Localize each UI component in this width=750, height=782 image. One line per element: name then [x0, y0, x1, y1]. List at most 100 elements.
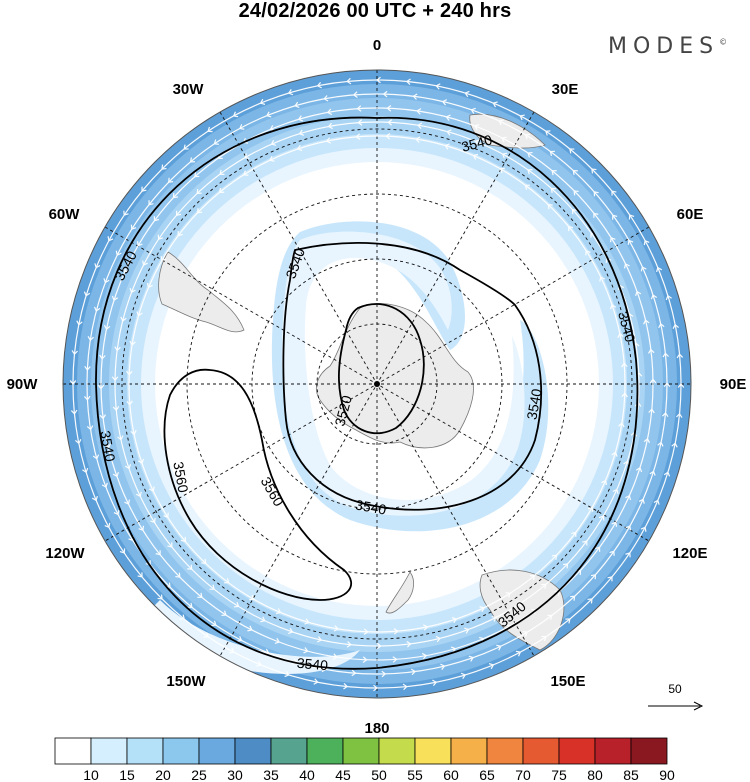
wind-arrowhead	[571, 208, 578, 215]
lon-label-0: 0	[373, 37, 381, 54]
wind-arrowhead	[385, 133, 391, 140]
wind-arrowhead	[196, 188, 202, 195]
wind-arrowhead	[111, 376, 119, 382]
wind-arrowhead	[551, 170, 557, 176]
wind-arrowhead	[153, 216, 160, 222]
wind-arrowhead	[599, 276, 606, 282]
brand-mark: ©	[719, 37, 728, 47]
wind-arrowhead	[479, 606, 485, 613]
wind-arrowhead	[136, 241, 143, 247]
wind-arrowhead	[587, 598, 593, 604]
wind-arrowhead	[297, 115, 304, 122]
colorbar-label: 15	[119, 767, 135, 782]
wind-arrowhead	[115, 250, 122, 256]
wind-arrowhead	[573, 190, 579, 196]
antarctica	[316, 303, 474, 449]
wind-arrowhead	[213, 139, 219, 145]
wind-arrowhead	[417, 122, 423, 129]
wind-arrowhead	[123, 210, 129, 216]
wind-arrowhead	[119, 548, 126, 554]
wind-arrowhead	[638, 498, 645, 504]
wind-arrowhead	[421, 652, 428, 660]
colorbar-label: 35	[263, 767, 279, 782]
wind-arrowhead	[316, 636, 323, 643]
wind-arrowhead	[104, 522, 111, 529]
wind-arrowhead	[565, 618, 571, 624]
wind-arrowhead	[541, 583, 547, 589]
wind-arrowhead	[672, 323, 679, 329]
lon-label-60e: 60E	[677, 206, 704, 223]
wind-arrowhead	[249, 594, 255, 601]
contour-label: 3540	[296, 655, 329, 674]
colorbar-label: 10	[83, 767, 99, 782]
wind-arrowhead	[97, 384, 105, 390]
wind-arrowhead	[92, 454, 100, 460]
wind-arrowhead	[247, 625, 253, 632]
wind-arrowhead	[175, 210, 182, 216]
contour-inner-3540	[282, 242, 543, 511]
wind-arrowhead	[498, 119, 504, 126]
wind-arrowhead	[551, 554, 557, 560]
wind-arrowhead	[562, 563, 569, 569]
colorbar-swatch	[558, 737, 596, 765]
wind-arrowhead	[541, 635, 547, 642]
wind-arrowhead	[515, 650, 522, 657]
colorbar-label: 70	[515, 767, 531, 782]
wind-arrowhead	[201, 558, 207, 564]
contour-outer-3540	[95, 116, 639, 670]
contour-label: 3540	[460, 131, 494, 155]
wind-arrowhead	[313, 678, 319, 685]
lon-label-90w: 90W	[7, 376, 39, 393]
wind-arrowhead	[363, 628, 369, 635]
wind-arrowhead	[99, 354, 106, 360]
wind-arrowhead	[598, 515, 605, 521]
colorbar-swatch	[414, 737, 452, 765]
wind-arrowhead	[179, 614, 185, 620]
colorbar-swatch	[270, 737, 308, 765]
wind-arrowhead	[187, 602, 193, 608]
wind-arrowhead	[194, 172, 200, 178]
wind-arrowhead	[621, 392, 628, 398]
wind-arrowhead	[618, 422, 625, 428]
wind-arrowhead	[355, 133, 361, 140]
wind-arrowhead	[142, 260, 148, 266]
wind-arrowhead	[94, 263, 101, 269]
wind-arrowhead	[157, 234, 164, 240]
wind-arrowhead	[148, 200, 154, 206]
wind-arrowhead	[547, 614, 553, 620]
south-pole-marker	[374, 381, 380, 387]
wind-arrowhead	[488, 663, 495, 670]
colorbar-swatch	[54, 737, 92, 765]
wind-arrowhead	[382, 90, 388, 98]
wind-arrowhead	[124, 464, 132, 470]
wind-arrowhead	[496, 644, 502, 651]
wind-arrowhead	[150, 517, 156, 524]
wind-arrowhead	[91, 495, 98, 502]
wind-arrowhead	[104, 443, 111, 449]
south-america	[158, 251, 245, 333]
wind-arrowhead	[591, 168, 597, 174]
wind-arrowhead	[155, 550, 161, 556]
wind-arrowhead	[84, 365, 91, 371]
wind-arrowhead	[601, 479, 608, 486]
wind-arrowhead	[221, 610, 227, 617]
wind-arrowhead	[609, 303, 617, 310]
wind-arrowhead	[381, 670, 387, 678]
colorbar-label: 60	[443, 767, 459, 782]
wind-arrowhead	[524, 133, 531, 140]
wind-arrowhead	[524, 184, 530, 190]
longitude-labels: 0 30E 60E 90E 120E 150E 180 150W 120W 90…	[7, 37, 747, 737]
colorbar-label: 40	[299, 767, 315, 782]
colorbar-swatch	[162, 737, 200, 765]
wind-arrowhead	[99, 414, 107, 420]
wind-arrowhead	[661, 411, 669, 418]
wind-arrowhead	[111, 295, 119, 302]
colorbar-label: 65	[479, 767, 495, 782]
wind-arrowhead	[451, 616, 458, 624]
contour-label: 3520	[331, 393, 355, 427]
wind-arrowhead	[243, 170, 249, 176]
wind-arrowhead	[470, 107, 476, 114]
wind-arrowhead	[180, 536, 186, 543]
wind-arrowhead	[113, 509, 120, 516]
wind-arrowhead	[445, 114, 451, 121]
